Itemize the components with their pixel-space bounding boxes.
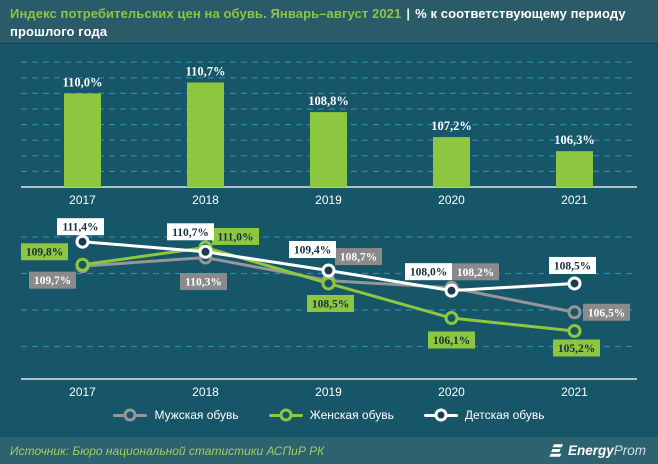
legend-label: Мужская обувь — [154, 408, 239, 422]
data-label-box — [212, 227, 259, 245]
page-title: Индекс потребительских цен на обувь. Янв… — [10, 5, 646, 41]
bar-2017 — [64, 93, 101, 187]
series-marker-1-2020 — [444, 311, 459, 326]
title-highlight: Индекс потребительских цен на обувь. Янв… — [10, 6, 402, 21]
legend-ring-icon — [279, 408, 293, 422]
line-year-label: 2017 — [69, 385, 96, 399]
legend-label: Женская обувь — [309, 408, 394, 422]
data-label-box — [405, 263, 452, 281]
series-marker-2-2019 — [321, 263, 336, 278]
bar-year-label: 2021 — [561, 193, 588, 207]
series-marker-1-2021 — [567, 323, 582, 338]
legend-item-1: Женская обувь — [268, 408, 394, 422]
data-label: 109,8% — [26, 247, 63, 259]
line-year-label: 2020 — [438, 385, 465, 399]
data-label: 110,3% — [185, 277, 222, 289]
series-marker-0-2021 — [567, 305, 582, 320]
bar-year-label: 2018 — [192, 193, 219, 207]
legend-marker-icon — [113, 408, 148, 422]
footer: Источник: Бюро национальной статистики А… — [0, 437, 658, 464]
data-label: 111,0% — [217, 231, 253, 243]
data-label: 109,7% — [34, 275, 71, 287]
bar-value-label: 108,8% — [308, 94, 349, 108]
bar-year-label: 2019 — [315, 193, 342, 207]
data-label: 109,4% — [294, 245, 331, 257]
line-year-label: 2021 — [561, 385, 588, 399]
data-label: 108,2% — [457, 267, 494, 279]
line-year-label: 2019 — [315, 385, 342, 399]
data-label-box — [428, 331, 475, 349]
header: Индекс потребительских цен на обувь. Янв… — [0, 0, 658, 44]
series-marker-2-2018 — [198, 244, 213, 259]
chart-legend: Мужская обувь Женская обувь Детская обувь — [0, 404, 658, 426]
bar-2018 — [187, 82, 224, 187]
title-subtitle: % к соответствующему периоду прошлого го… — [10, 6, 626, 39]
title-separator: | — [406, 6, 411, 21]
legend-item-2: Детская обувь — [423, 408, 545, 422]
line-year-label: 2018 — [192, 385, 219, 399]
legend-marker-icon — [423, 408, 458, 422]
series-marker-1-2019 — [321, 276, 336, 291]
data-label: 108,5% — [554, 260, 591, 272]
series-marker-1-2017 — [75, 257, 90, 272]
data-label: 106,5% — [588, 307, 625, 319]
data-label: 108,5% — [312, 298, 349, 310]
data-label-box — [21, 243, 68, 261]
legend-item-0: Мужская обувь — [113, 408, 239, 422]
energyprom-logo: EnergyProm — [548, 443, 646, 459]
data-label-box — [452, 263, 499, 281]
bar-line-chart: 110,0% 2017 110,7% 2018 108,8% 2019 107,2% 2020… — [21, 61, 637, 399]
bar-2019 — [310, 112, 347, 187]
bar-value-label: 107,2% — [431, 119, 472, 133]
data-label-box — [57, 218, 104, 236]
data-label-box — [307, 294, 354, 312]
data-label: 110,7% — [172, 227, 209, 239]
data-label-box — [167, 223, 214, 241]
energyprom-logo-icon — [549, 443, 563, 457]
source-text: Источник: Бюро национальной статистики А… — [10, 443, 325, 458]
data-label: 105,2% — [558, 343, 595, 355]
bar-year-label: 2017 — [69, 193, 96, 207]
data-label-box — [289, 241, 336, 258]
logo-text: EnergyProm — [567, 443, 646, 458]
data-label-box — [180, 273, 227, 291]
series-marker-2-2021 — [567, 276, 582, 291]
legend-label: Детская обувь — [464, 408, 545, 422]
bar-value-label: 106,3% — [554, 133, 595, 147]
data-label: 111,4% — [62, 222, 98, 234]
bar-year-label: 2020 — [438, 193, 465, 207]
data-label: 108,0% — [410, 267, 447, 279]
bar-2021 — [556, 151, 593, 187]
data-label-box — [583, 303, 630, 321]
data-label-box — [553, 339, 600, 357]
legend-ring-icon — [123, 408, 137, 422]
data-label: 108,7% — [340, 252, 377, 264]
data-label-box — [335, 248, 382, 266]
data-label-box — [549, 256, 596, 274]
bar-value-label: 110,7% — [186, 64, 226, 78]
data-label: 106,1% — [433, 335, 470, 347]
legend-ring-icon — [434, 408, 448, 422]
data-label-box — [29, 271, 76, 289]
series-marker-2-2017 — [75, 234, 90, 249]
legend-marker-icon — [268, 408, 303, 422]
bar-2020 — [433, 137, 470, 187]
bar-value-label: 110,0% — [63, 75, 103, 89]
series-marker-2-2020 — [444, 283, 459, 298]
